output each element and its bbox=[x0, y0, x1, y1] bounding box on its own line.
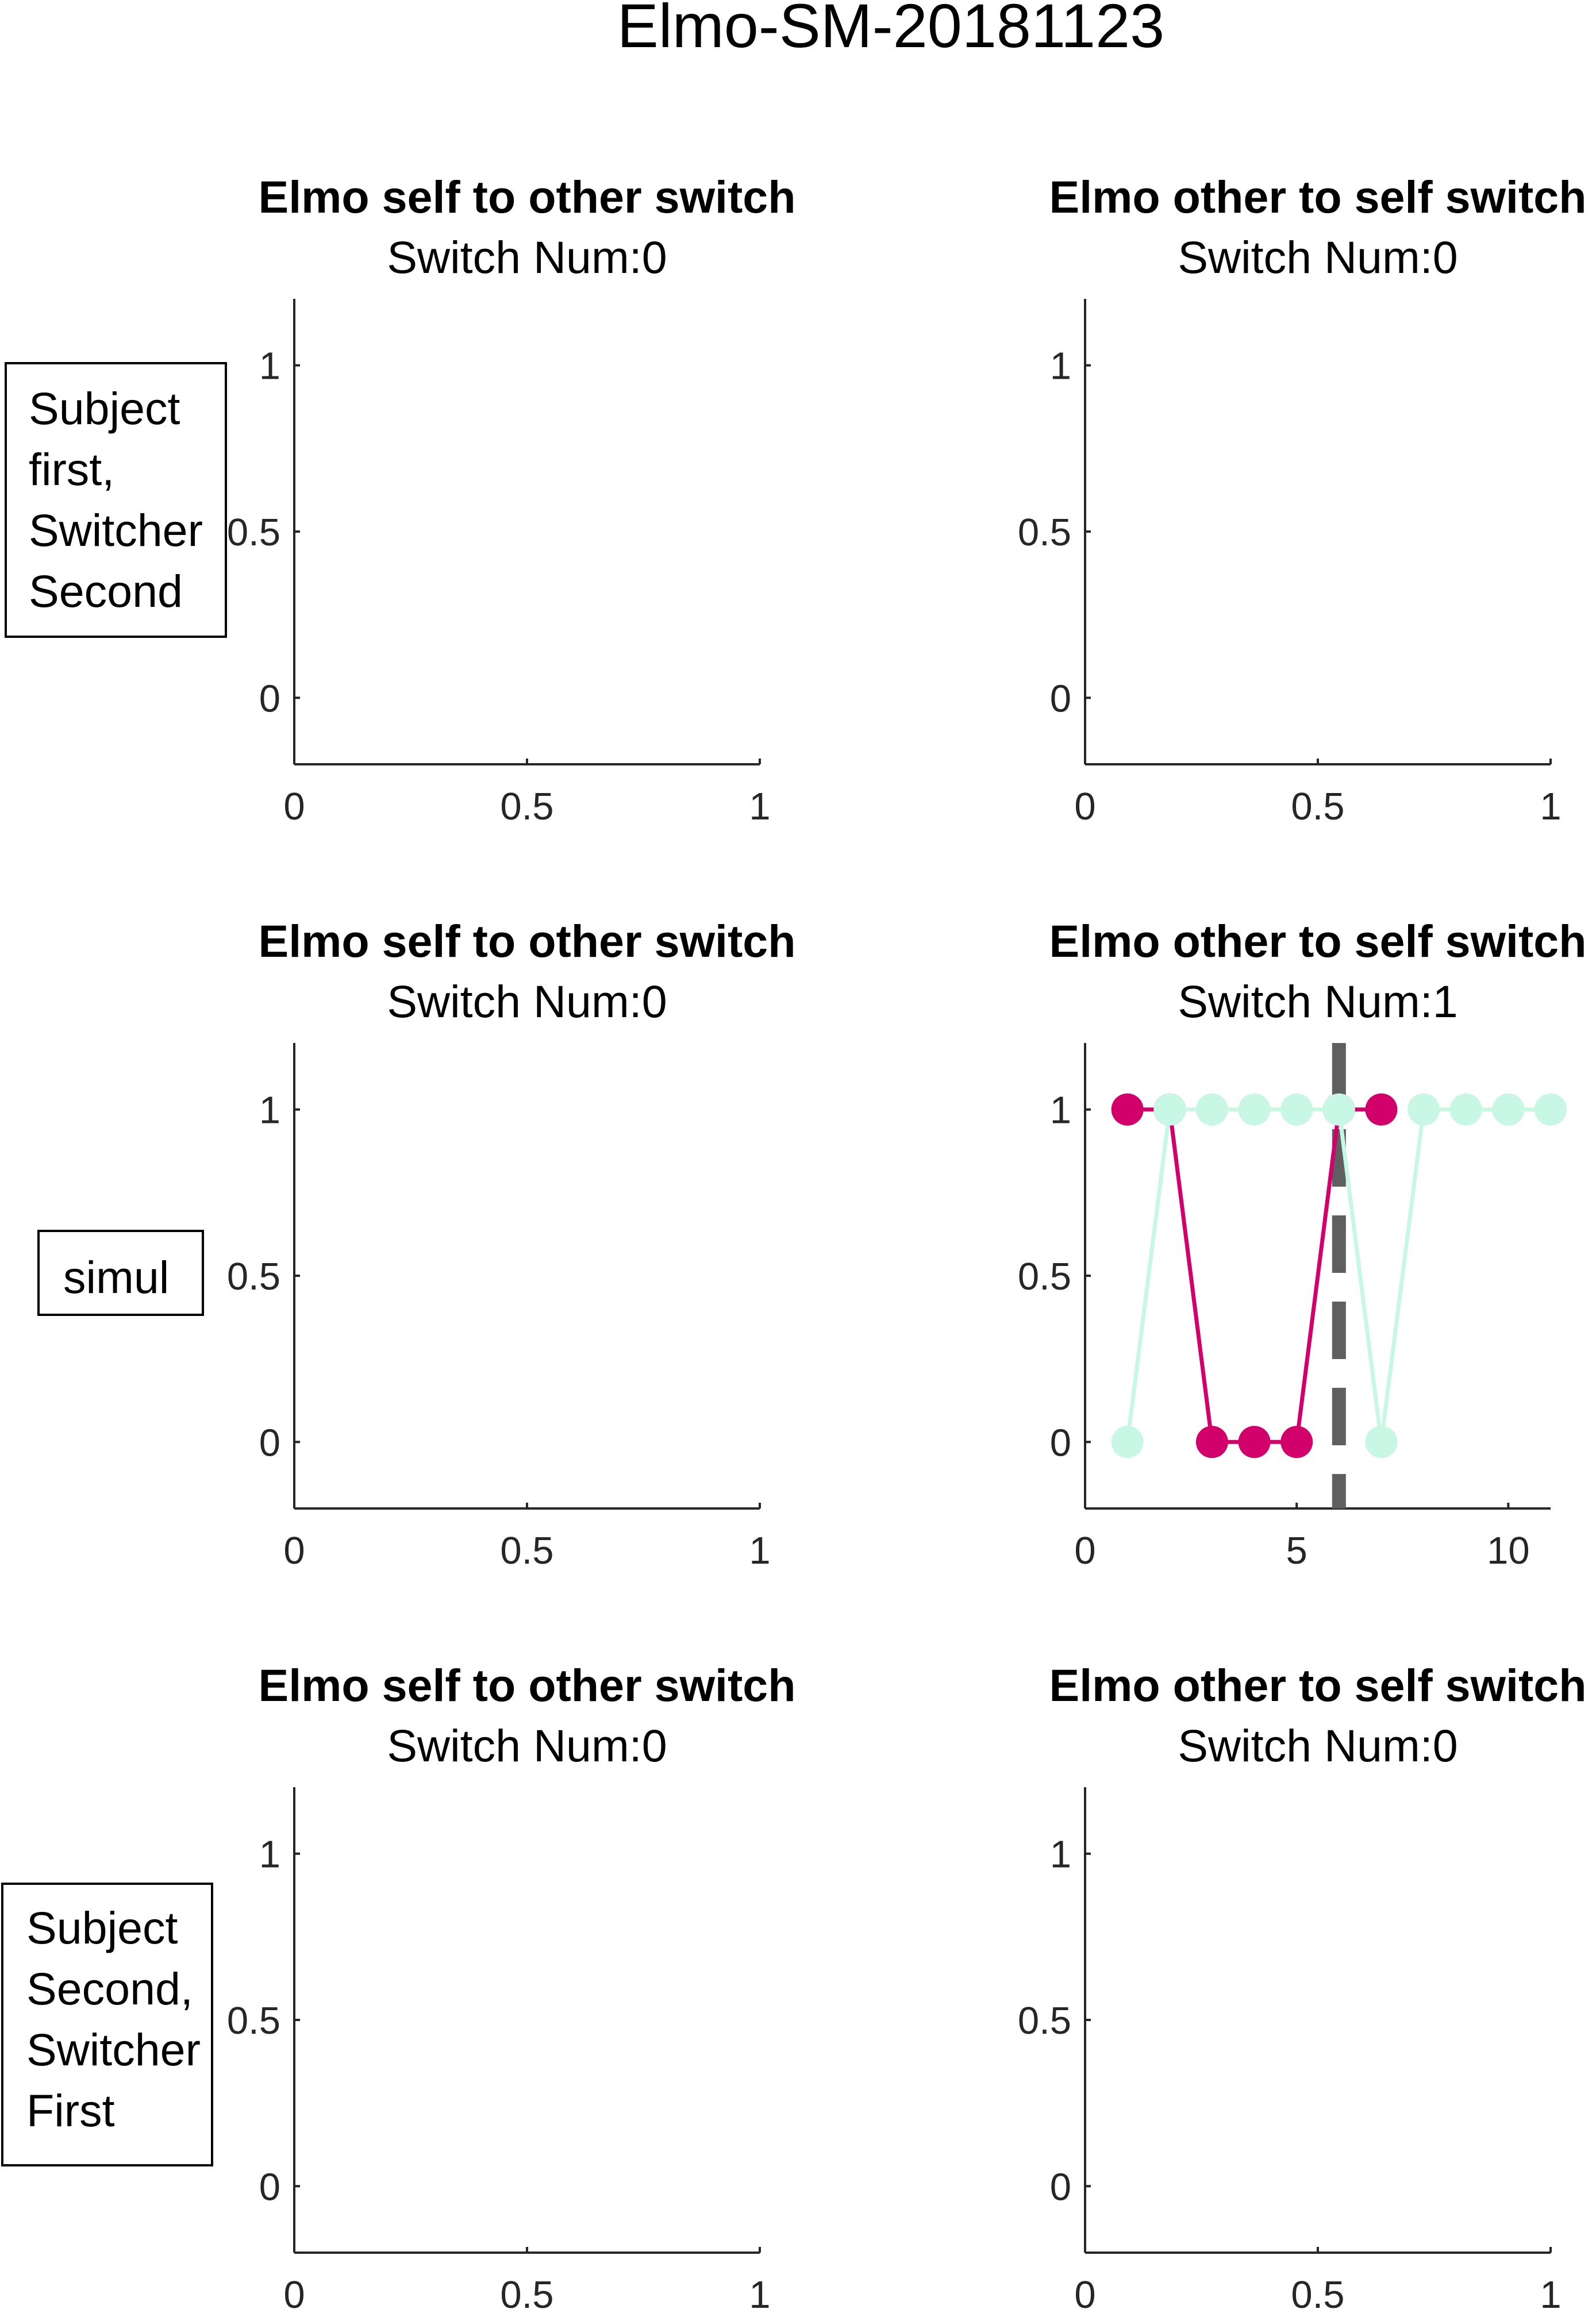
y-tick-label: 0.5 bbox=[227, 1999, 280, 2042]
x-tick-label: 0 bbox=[1074, 785, 1095, 828]
row-label-box bbox=[1, 1883, 213, 2166]
x-tick-label: 5 bbox=[1286, 1529, 1307, 1572]
series-0 bbox=[1111, 1093, 1398, 1458]
data-point bbox=[1153, 1093, 1186, 1126]
y-tick-label: 0.5 bbox=[1018, 1999, 1071, 2042]
row-label-line: Switcher bbox=[29, 505, 203, 556]
y-tick-label: 0 bbox=[259, 1421, 280, 1464]
subplot-r0c0: Elmo self to other switch Switch Num:0 0 0.… bbox=[227, 171, 796, 828]
data-point bbox=[1195, 1093, 1228, 1126]
y-tick-label: 0.5 bbox=[1018, 511, 1071, 554]
subplot-title: Elmo other to self switch bbox=[1049, 1660, 1587, 1711]
y-tick-label: 0 bbox=[1050, 677, 1071, 720]
x-tick-label: 0 bbox=[1074, 1529, 1095, 1572]
y-tick-label: 0.5 bbox=[227, 1255, 280, 1298]
subplot-subtitle: Switch Num:0 bbox=[387, 232, 667, 283]
data-point bbox=[1238, 1093, 1271, 1126]
data-point bbox=[1322, 1093, 1355, 1126]
figure-title: Elmo-SM-20181123 bbox=[617, 0, 1165, 60]
row-label-1: simul bbox=[37, 1230, 204, 1316]
x-tick-label: 0 bbox=[1074, 2273, 1095, 2313]
row-label-line: simul bbox=[63, 1252, 169, 1303]
subplot-title: Elmo self to other switch bbox=[259, 171, 796, 222]
x-tick-label: 0.5 bbox=[1291, 2273, 1344, 2313]
row-label-line: Switcher bbox=[26, 2024, 201, 2075]
row-label-box bbox=[5, 362, 227, 638]
row-label-line: Subject bbox=[29, 383, 180, 434]
subplot-title: Elmo self to other switch bbox=[259, 1660, 796, 1711]
row-label-line: Subject bbox=[26, 1902, 178, 1953]
data-point bbox=[1365, 1093, 1398, 1126]
y-tick-label: 1 bbox=[259, 1089, 280, 1132]
x-tick-label: 0 bbox=[283, 1529, 305, 1572]
y-tick-label: 0 bbox=[259, 677, 280, 720]
subplot-r2c0: Elmo self to other switch Switch Num:0 0 0.… bbox=[227, 1660, 796, 2313]
data-point bbox=[1407, 1093, 1440, 1126]
subplot-r2c1: Elmo other to self switch Switch Num:0 0 0.… bbox=[1018, 1660, 1587, 2313]
row-label-line: Second, bbox=[26, 1963, 193, 2014]
data-point bbox=[1449, 1093, 1482, 1126]
subplot-title: Elmo other to self switch bbox=[1049, 171, 1587, 222]
subplot-subtitle: Switch Num:0 bbox=[1178, 1720, 1457, 1771]
data-point bbox=[1365, 1426, 1398, 1458]
series-1 bbox=[1111, 1093, 1567, 1458]
x-tick-label: 0 bbox=[283, 785, 305, 828]
subplot-subtitle: Switch Num:0 bbox=[1178, 232, 1457, 283]
x-tick-label: 0 bbox=[283, 2273, 305, 2313]
y-tick-label: 0 bbox=[1050, 1421, 1071, 1464]
y-tick-label: 1 bbox=[259, 345, 280, 388]
row-labels: Subjectfirst,SwitcherSecondsimulSubjectS… bbox=[1, 362, 227, 2166]
x-tick-label: 1 bbox=[1540, 785, 1561, 828]
x-tick-label: 1 bbox=[749, 2273, 770, 2313]
y-tick-label: 0.5 bbox=[227, 511, 280, 554]
data-point bbox=[1111, 1093, 1144, 1126]
y-tick-label: 1 bbox=[1050, 1833, 1071, 1876]
row-label-0: Subject first, Switcher Second bbox=[5, 362, 227, 638]
data-point bbox=[1492, 1093, 1525, 1126]
data-point bbox=[1280, 1426, 1313, 1458]
row-label-box bbox=[37, 1230, 204, 1316]
data-point bbox=[1238, 1426, 1271, 1458]
data-point bbox=[1111, 1426, 1144, 1458]
x-tick-label: 10 bbox=[1487, 1529, 1530, 1572]
y-tick-label: 1 bbox=[1050, 1089, 1071, 1132]
x-tick-label: 1 bbox=[749, 1529, 770, 1572]
y-tick-label: 0.5 bbox=[1018, 1255, 1071, 1298]
x-tick-label: 0.5 bbox=[500, 1529, 553, 1572]
y-tick-label: 0 bbox=[1050, 2165, 1071, 2208]
data-point bbox=[1195, 1426, 1228, 1458]
data-point bbox=[1280, 1093, 1313, 1126]
row-label-2: Subject Second, Switcher First bbox=[1, 1883, 213, 2166]
subplot-r0c1: Elmo other to self switch Switch Num:0 0 0.… bbox=[1018, 171, 1587, 828]
row-label-line: First bbox=[26, 2085, 115, 2136]
y-tick-label: 1 bbox=[259, 1833, 280, 1876]
x-tick-label: 1 bbox=[749, 785, 770, 828]
x-tick-label: 1 bbox=[1540, 2273, 1561, 2313]
subplot-subtitle: Switch Num:0 bbox=[387, 976, 667, 1027]
subplot-subtitle: Switch Num:0 bbox=[387, 1720, 667, 1771]
data-point bbox=[1535, 1093, 1567, 1126]
y-tick-label: 1 bbox=[1050, 345, 1071, 388]
subplot-r1c0: Elmo self to other switch Switch Num:0 0 0.… bbox=[227, 915, 796, 1572]
x-tick-label: 0.5 bbox=[1291, 785, 1344, 828]
subplot-title: Elmo self to other switch bbox=[259, 915, 796, 967]
row-label-line: Second bbox=[29, 565, 183, 617]
x-tick-label: 0.5 bbox=[500, 2273, 553, 2313]
x-tick-label: 0.5 bbox=[500, 785, 553, 828]
subplot-r1c1: Elmo other to self switch Switch Num:1 0 5 1… bbox=[1018, 915, 1587, 1572]
y-tick-label: 0 bbox=[259, 2165, 280, 2208]
subplot-subtitle: Switch Num:1 bbox=[1178, 976, 1457, 1027]
row-label-line: first, bbox=[29, 444, 114, 495]
subplot-title: Elmo other to self switch bbox=[1049, 915, 1587, 967]
subplot-grid: Elmo self to other switch Switch Num:0 0 0.… bbox=[227, 171, 1587, 2313]
